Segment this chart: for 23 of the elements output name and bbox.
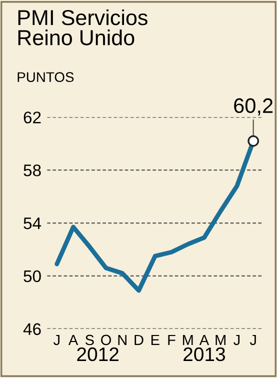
x-tick-label: N	[118, 334, 126, 345]
x-tick-label: M	[216, 334, 226, 345]
y-tick-label: 62	[24, 112, 41, 124]
y-tick-label: 58	[24, 164, 41, 176]
x-tick-label: J	[234, 334, 240, 346]
x-tick-label: D	[134, 334, 144, 345]
x-tick-label: F	[168, 334, 176, 345]
x-tick-label: J	[53, 334, 60, 346]
text: 60,2	[234, 98, 273, 116]
x-tick-label: J	[250, 334, 256, 346]
chart-title: PMI Servicios Reino Unido	[18, 9, 148, 46]
y-tick-label: 46	[23, 323, 41, 336]
x-tick-label: E	[151, 334, 160, 345]
y-tick-label: 54	[24, 218, 42, 230]
y-axis-title: PUNTOS	[18, 72, 74, 82]
text: 2012	[77, 347, 118, 362]
x-tick-label: S	[85, 334, 94, 346]
x-tick-label: O	[101, 334, 111, 346]
y-tick-label: 50	[24, 270, 41, 282]
x-tick-label: M	[182, 334, 193, 345]
x-tick-label: A	[68, 334, 78, 345]
x-tick-label: A	[199, 334, 210, 345]
text: 2013	[184, 347, 225, 362]
